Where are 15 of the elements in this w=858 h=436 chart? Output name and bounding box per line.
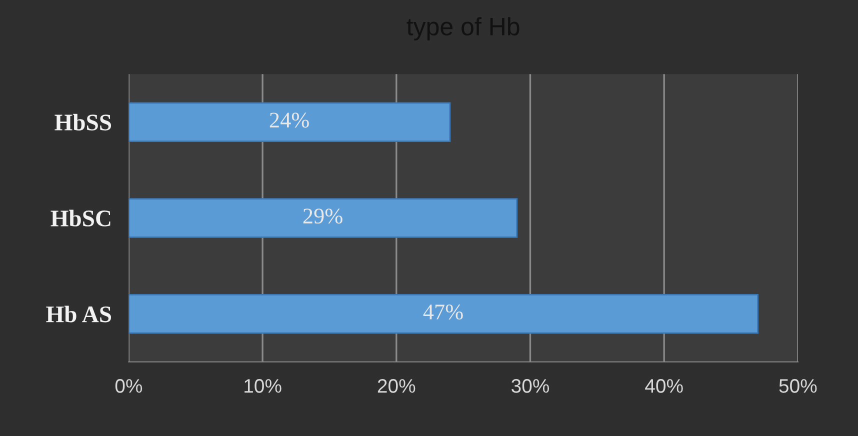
data-label: 24% bbox=[270, 112, 309, 128]
y-tick-label: HbSS bbox=[54, 114, 112, 131]
bar bbox=[128, 102, 451, 142]
x-tick-label: 50% bbox=[779, 379, 817, 393]
x-tick-label: 40% bbox=[645, 379, 683, 393]
x-tick-label: 10% bbox=[244, 379, 282, 393]
x-tick-label: 20% bbox=[378, 379, 416, 393]
data-label: 29% bbox=[303, 208, 342, 224]
bar bbox=[128, 198, 518, 238]
data-label: 47% bbox=[423, 304, 463, 320]
bar bbox=[128, 294, 758, 334]
y-tick-label: Hb AS bbox=[46, 306, 112, 322]
x-tick-label: 30% bbox=[512, 379, 550, 393]
y-tick-label: HbSC bbox=[50, 210, 110, 226]
x-tick-label: 0% bbox=[115, 379, 142, 393]
